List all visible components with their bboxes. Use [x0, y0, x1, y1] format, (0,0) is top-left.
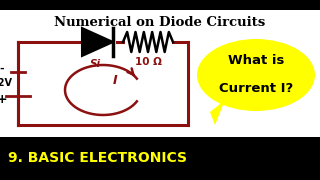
Text: 10 Ω: 10 Ω: [135, 57, 161, 67]
Text: I: I: [113, 73, 117, 87]
Text: -: -: [0, 64, 4, 73]
Polygon shape: [82, 28, 113, 56]
Text: What is: What is: [228, 55, 284, 68]
Text: Numerical on Diode Circuits: Numerical on Diode Circuits: [54, 15, 266, 28]
Text: 12V: 12V: [0, 78, 12, 89]
Bar: [0, 137, 320, 180]
Ellipse shape: [197, 39, 315, 111]
Text: 9. BASIC ELECTRONICS: 9. BASIC ELECTRONICS: [8, 152, 187, 165]
Text: +: +: [0, 93, 7, 106]
Text: Si: Si: [90, 59, 101, 69]
Bar: [0, 0, 320, 10]
Text: Current I?: Current I?: [219, 82, 293, 96]
Polygon shape: [210, 100, 225, 125]
